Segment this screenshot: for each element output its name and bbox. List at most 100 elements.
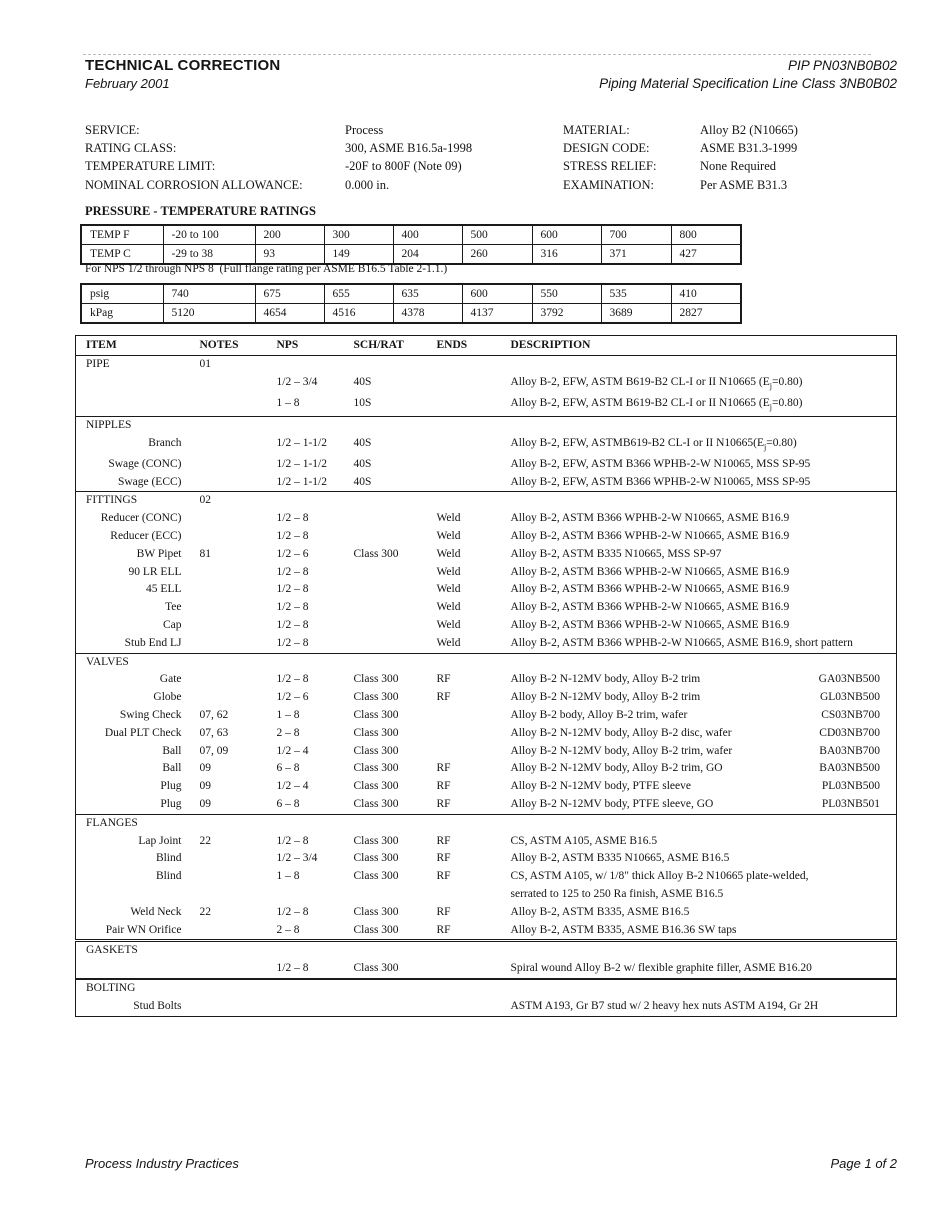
ends-cell: Weld	[436, 583, 461, 596]
ends-cell	[433, 474, 506, 492]
spec-item-row: 1 – 8 10S Alloy B-2, EFW, ASTM B619-B2 CL-…	[76, 395, 897, 417]
rating-value: -29 to 38	[162, 244, 256, 265]
description-wrap: Alloy B-2, ASTM B366 WPHB-2-W N10665, AS…	[511, 581, 897, 599]
document-header: TECHNICAL CORRECTION February 2001 PIP P…	[85, 56, 897, 93]
spec-item-row: 45 ELL 1/2 – 8 Weld Alloy B-2, ASTM B366 WP…	[76, 581, 897, 599]
rating-value: 300	[323, 224, 394, 245]
spec-field-value: Process	[345, 123, 384, 137]
description-wrap: CS, ASTM A105, w/ 1/8" thick Alloy B-2 N…	[511, 868, 897, 904]
description-wrap: Alloy B-2, ASTM B335 N10665, ASME B16.5	[511, 850, 897, 868]
nps-cell: 6 – 8	[276, 762, 300, 775]
rating-row-label: kPag	[80, 303, 164, 324]
section-title-row: BOLTING	[75, 977, 897, 998]
item-cell: Dual PLT Check	[104, 726, 182, 739]
spec-item-row: Weld Neck 22 1/2 – 8 Class 300 RF Alloy B-2, …	[76, 904, 897, 922]
section-title-row: FLANGES	[75, 813, 897, 833]
description-wrap: Alloy B-2 N-12MV body, Alloy B-2 trim GA0…	[511, 671, 897, 689]
sch-rat-cell: 40S	[353, 436, 372, 449]
notes-cell	[196, 868, 273, 904]
description-wrap: Alloy B-2, ASTM B366 WPHB-2-W N10665, AS…	[511, 510, 897, 528]
item-cell: Blind	[155, 852, 182, 865]
ends-cell	[432, 354, 506, 374]
sch-rat-cell	[350, 528, 433, 546]
description-wrap: Alloy B-2, ASTM B366 WPHB-2-W N10665, AS…	[511, 564, 897, 582]
rating-value: 550	[531, 283, 602, 304]
sch-rat-cell: 40S	[353, 457, 372, 470]
item-cell: Ball	[162, 762, 182, 775]
description-text: Alloy B-2, ASTM B366 WPHB-2-W N10665, AS…	[510, 512, 790, 525]
ends-cell: Weld	[436, 547, 461, 560]
valve-code: GA03NB500	[818, 673, 880, 686]
description-cell: Alloy B-2 N-12MV body, PTFE sleeve, GO PL…	[506, 796, 897, 814]
spec-item-row: Swage (CONC) 1/2 – 1-1/2 40S Alloy B-2, EFW…	[76, 456, 897, 474]
ends-cell	[433, 456, 506, 474]
nps-cell: 1/2 – 3/4	[276, 852, 318, 865]
section-title: FLANGES	[75, 813, 196, 833]
description-text: Alloy B-2, EFW, ASTM B619-B2 CL-I or II …	[510, 375, 803, 391]
description-text: Alloy B-2, ASTM B366 WPHB-2-W N10665, AS…	[510, 636, 853, 649]
spec-item-row: Globe 1/2 – 6 Class 300 RF Alloy B-2 N-12MV …	[76, 689, 897, 707]
description-text: CS, ASTM A105, ASME B16.5	[510, 834, 658, 847]
description-cell: Alloy B-2 N-12MV body, Alloy B-2 disc, w…	[506, 725, 897, 743]
rating-value: 700	[600, 224, 672, 245]
sch-rat-cell: Class 300	[353, 673, 399, 686]
sch-rat-cell	[350, 564, 433, 582]
rating-value: 4516	[323, 303, 394, 324]
sch-rat-cell	[349, 939, 433, 961]
ends-cell: RF	[436, 762, 451, 775]
sch-rat-cell: Class 300	[353, 691, 399, 704]
ends-cell	[433, 374, 506, 395]
section-notes	[195, 977, 273, 998]
column-header-notes: NOTES	[195, 335, 273, 356]
notes-cell	[196, 671, 273, 689]
items-table-header-row: ITEM NOTES NPS SCH/RAT ENDS DESCRIPTION	[75, 335, 897, 356]
spec-item-row: Reducer (CONC) 1/2 – 8 Weld Alloy B-2, ASTM…	[76, 510, 897, 528]
section-notes: 02	[195, 491, 273, 511]
description-cell: Alloy B-2, ASTM B366 WPHB-2-W N10665, AS…	[506, 617, 897, 635]
piping-items-table: ITEM NOTES NPS SCH/RAT ENDS DESCRIPTION PIPE 01…	[75, 335, 897, 1017]
valve-code: GL03NB500	[819, 691, 880, 704]
description-cell: Alloy B-2, EFW, ASTM B619-B2 CL-I or II …	[506, 374, 897, 395]
item-cell: Plug	[160, 798, 182, 811]
notes-cell: 07, 62	[199, 709, 229, 722]
ends-cell: Weld	[436, 565, 461, 578]
section-notes	[195, 652, 273, 672]
notes-cell	[196, 960, 273, 979]
spec-summary-row: EXAMINATION: Per ASME B31.3	[563, 176, 897, 194]
description-cell: Alloy B-2, ASTM B366 WPHB-2-W N10665, AS…	[506, 528, 897, 546]
notes-cell	[196, 998, 273, 1016]
document-footer: Process Industry Practices Page 1 of 2	[85, 1156, 897, 1171]
section-title: BOLTING	[75, 977, 196, 998]
description-cell: Alloy B-2, ASTM B366 WPHB-2-W N10665, AS…	[506, 564, 897, 582]
description-wrap: ASTM A193, Gr B7 stud w/ 2 heavy hex nut…	[511, 998, 897, 1016]
nps-cell: 1/2 – 8	[276, 834, 309, 847]
description-cell: Alloy B-2, ASTM B366 WPHB-2-W N10665, AS…	[506, 599, 897, 617]
notes-cell: 07, 63	[199, 726, 229, 739]
description-text: Alloy B-2, ASTM B335 N10665, MSS SP-97	[510, 547, 722, 560]
description-text: Alloy B-2 N-12MV body, Alloy B-2 trim	[510, 673, 701, 686]
valve-code: BA03NB500	[819, 762, 880, 775]
description-cell	[505, 977, 897, 998]
rating-table-row: kPag 5120 4654 4516 4378 4137 3792 3689 2827	[80, 303, 742, 324]
pressure-temperature-ratings-title: PRESSURE - TEMPERATURE RATINGS	[85, 204, 316, 218]
ends-cell	[432, 652, 506, 672]
nps-flange-rating-note: For NPS 1/2 through NPS 8 (Full flange r…	[85, 263, 448, 275]
nps-cell: 1/2 – 8	[276, 565, 309, 578]
nps-cell: 1/2 – 8	[276, 601, 309, 614]
spec-field-label: NOMINAL CORROSION ALLOWANCE:	[85, 177, 303, 192]
description-cell: CS, ASTM A105, ASME B16.5	[506, 833, 897, 851]
sch-rat-cell	[349, 813, 433, 833]
description-wrap: Alloy B-2, ASTM B366 WPHB-2-W N10665, AS…	[511, 528, 897, 546]
nps-cell: 1/2 – 3/4	[276, 375, 318, 388]
sch-rat-cell: Class 300	[353, 905, 399, 918]
ends-cell	[433, 998, 506, 1016]
ends-cell: RF	[436, 798, 451, 811]
rating-value: 740	[162, 283, 256, 304]
spec-item-row: 1/2 – 8 Class 300 Spiral wound Alloy B-2 w…	[76, 960, 897, 979]
spec-field-value: None Required	[700, 159, 777, 174]
spec-field-value: Alloy B2 (N10665)	[700, 123, 798, 137]
valve-code: CS03NB700	[821, 709, 880, 722]
description-text: CS, ASTM A105, w/ 1/8" thick Alloy B-2 N…	[510, 870, 809, 900]
description-cell: Alloy B-2 N-12MV body, Alloy B-2 trim, w…	[506, 743, 897, 761]
nps-cell: 1/2 – 8	[276, 512, 309, 525]
